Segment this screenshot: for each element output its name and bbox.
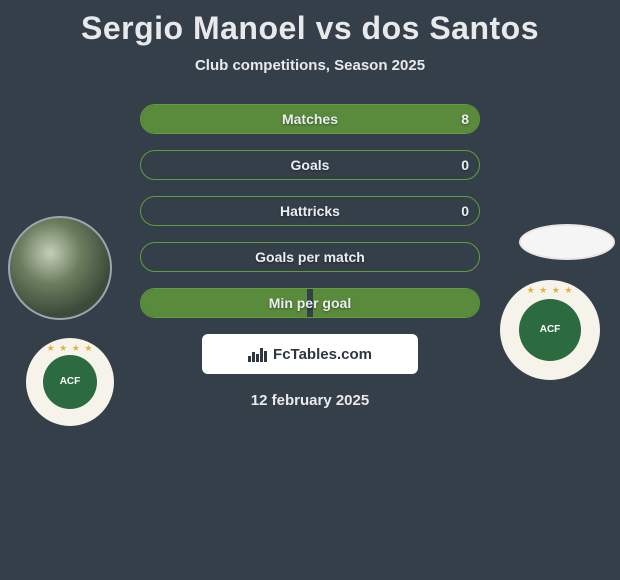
stat-bar-label: Goals (141, 151, 479, 179)
stat-bar: Hattricks0 (140, 196, 480, 226)
stat-bar: Min per goal (140, 288, 480, 318)
player1-club-badge: ★ ★ ★ ★ ACF (26, 338, 114, 426)
player2-avatar (519, 224, 615, 260)
club-badge-text: ACF (60, 377, 81, 387)
stat-bar-label: Goals per match (141, 243, 479, 271)
club-badge-inner: ACF (43, 355, 98, 410)
stat-bar-value-right: 8 (461, 105, 469, 133)
brand-logo: FcTables.com (202, 334, 418, 374)
stat-bar: Goals0 (140, 150, 480, 180)
stat-bar: Goals per match (140, 242, 480, 272)
player1-avatar (8, 216, 112, 320)
bar-chart-icon (248, 346, 267, 362)
player2-club-badge: ★ ★ ★ ★ ACF (500, 280, 600, 380)
club-badge-inner: ACF (519, 299, 581, 361)
comparison-subtitle: Club competitions, Season 2025 (0, 57, 620, 74)
comparison-body: ★ ★ ★ ★ ACF ★ ★ ★ ★ ACF Matches8Goals0Ha… (0, 104, 620, 409)
stat-bar-label: Hattricks (141, 197, 479, 225)
club-badge-text: ACF (540, 325, 561, 335)
stat-bar: Matches8 (140, 104, 480, 134)
stars-icon: ★ ★ ★ ★ (527, 285, 574, 296)
stars-icon: ★ ★ ★ ★ (47, 343, 94, 354)
stat-bar-value-right: 0 (461, 151, 469, 179)
stat-bar-label: Matches (141, 105, 479, 133)
stat-bar-value-right: 0 (461, 197, 469, 225)
stat-bars: Matches8Goals0Hattricks0Goals per matchM… (140, 104, 480, 318)
brand-text: FcTables.com (273, 346, 372, 363)
comparison-title: Sergio Manoel vs dos Santos (0, 0, 620, 47)
stat-bar-label: Min per goal (141, 289, 479, 317)
